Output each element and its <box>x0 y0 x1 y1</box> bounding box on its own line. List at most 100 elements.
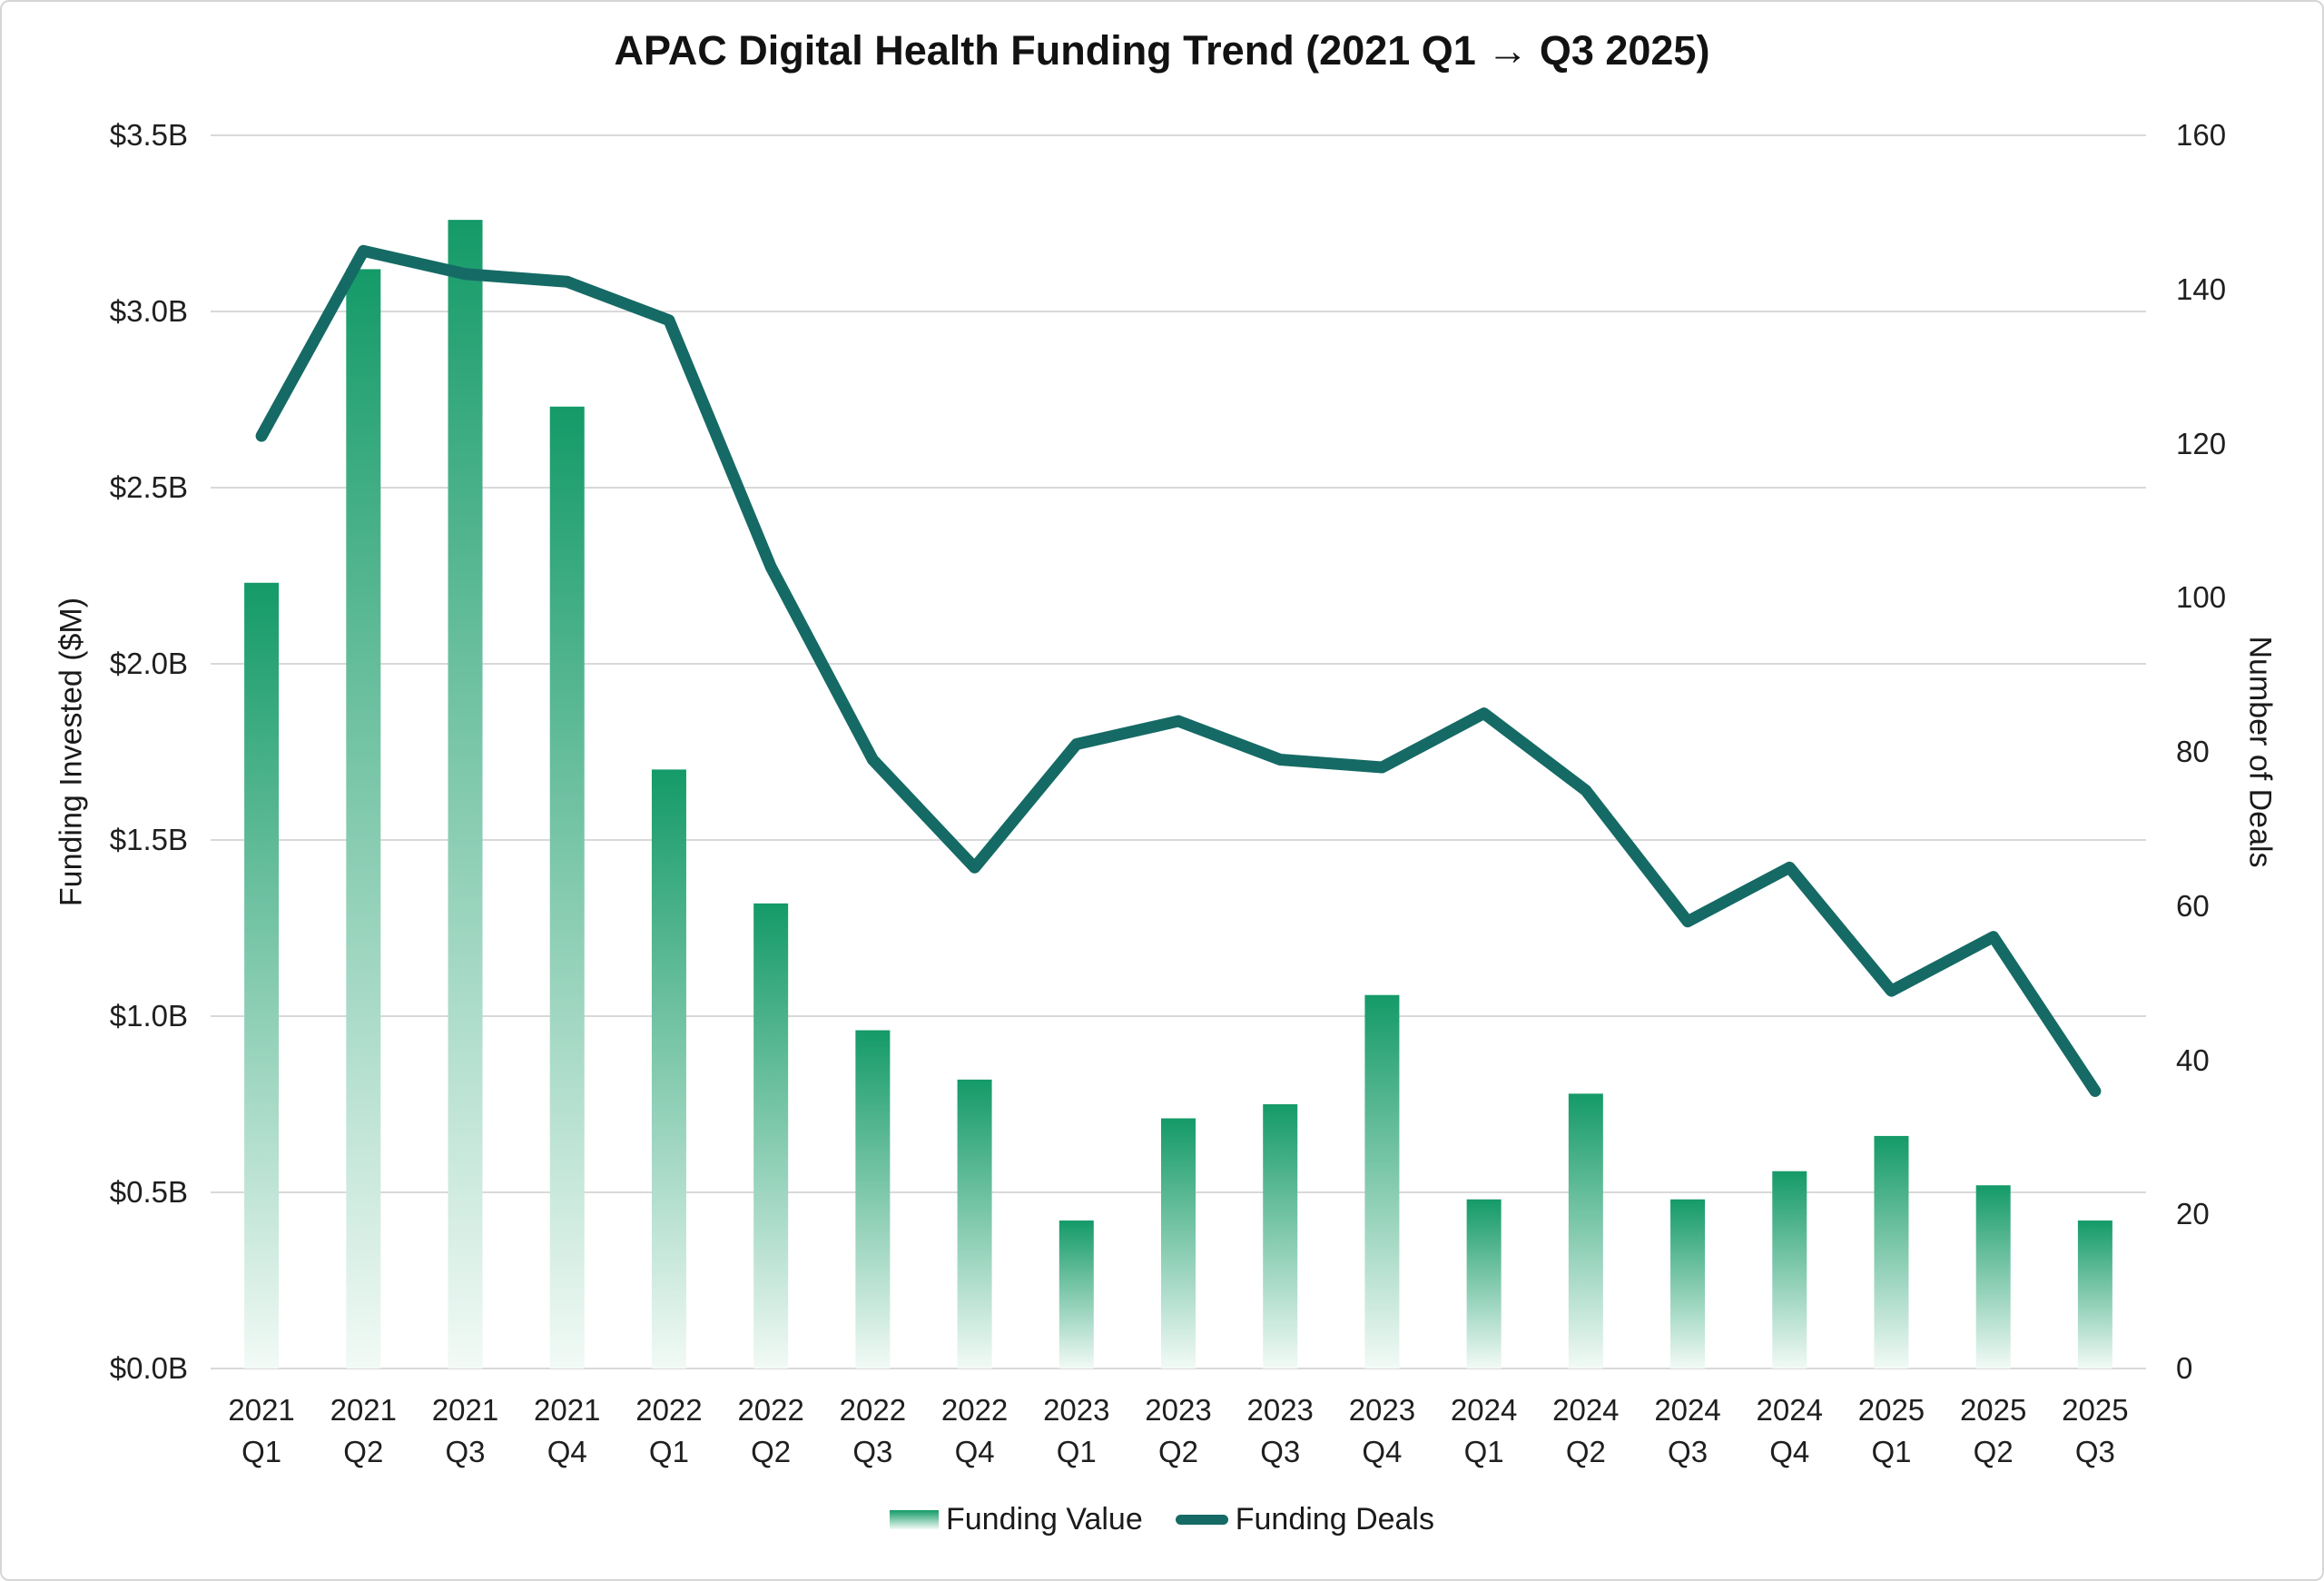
left-axis-tick-label: $0.0B <box>109 1351 188 1385</box>
x-category-year: 2023 <box>1348 1393 1416 1427</box>
x-category-year: 2025 <box>1857 1393 1925 1427</box>
funding-value-bar <box>1772 1171 1807 1369</box>
right-axis-tick-label: 140 <box>2176 272 2227 306</box>
x-category-year: 2025 <box>2062 1393 2129 1427</box>
x-category-year: 2024 <box>1552 1393 1620 1427</box>
x-category-quarter: Q3 <box>1260 1435 1301 1468</box>
funding-value-bar <box>1263 1104 1298 1369</box>
x-category-quarter: Q2 <box>1973 1435 2014 1468</box>
right-axis-title: Number of Deals <box>2242 636 2278 868</box>
x-category-year: 2021 <box>330 1393 398 1427</box>
funding-value-bar <box>855 1030 891 1369</box>
funding-value-bar <box>346 269 381 1369</box>
funding-value-bar <box>651 769 686 1369</box>
legend: Funding Value Funding Deals <box>2 1502 2322 1537</box>
left-axis-tick-label: $0.5B <box>109 1175 188 1209</box>
legend-item-funding-deals: Funding Deals <box>1175 1502 1434 1537</box>
funding-value-bar <box>1568 1093 1603 1369</box>
x-category-year: 2022 <box>737 1393 804 1427</box>
funding-value-bar <box>753 903 789 1369</box>
x-category-label: 2025 Q1 <box>1832 1389 1950 1473</box>
x-category-quarter: Q2 <box>751 1435 792 1468</box>
funding-deals-line <box>255 244 2102 1097</box>
funding-value-bar <box>1161 1118 1196 1369</box>
x-category-label: 2025 Q3 <box>2036 1389 2154 1473</box>
funding-value-bar <box>1059 1220 1094 1369</box>
right-axis-tick-label: 0 <box>2176 1351 2193 1385</box>
x-category-quarter: Q4 <box>1362 1435 1403 1468</box>
funding-value-bar <box>1466 1199 1502 1369</box>
x-category-year: 2025 <box>1959 1393 2027 1427</box>
funding-value-bar <box>1874 1135 1909 1369</box>
legend-label: Funding Value <box>946 1502 1143 1537</box>
x-category-quarter: Q3 <box>852 1435 893 1468</box>
x-category-label: 2024 Q2 <box>1527 1389 1645 1473</box>
x-category-quarter: Q3 <box>445 1435 486 1468</box>
x-category-label: 2021 Q4 <box>508 1389 626 1473</box>
funding-value-bar <box>957 1079 992 1369</box>
funding-value-swatch-icon <box>890 1510 939 1529</box>
x-category-year: 2022 <box>839 1393 907 1427</box>
x-category-label: 2023 Q1 <box>1018 1389 1136 1473</box>
left-axis-tick-label: $3.5B <box>109 118 188 152</box>
right-axis-tick-label: 60 <box>2176 888 2210 923</box>
x-category-quarter: Q1 <box>1056 1435 1097 1468</box>
left-axis-tick-label: $1.0B <box>109 999 188 1033</box>
x-category-year: 2021 <box>431 1393 499 1427</box>
right-axis-tick-label: 100 <box>2176 580 2227 615</box>
funding-value-bar <box>1670 1199 1706 1369</box>
x-category-quarter: Q3 <box>2074 1435 2115 1468</box>
right-axis-tick-label: 80 <box>2176 735 2210 768</box>
x-category-year: 2022 <box>940 1393 1009 1427</box>
x-category-year: 2022 <box>635 1393 703 1427</box>
x-category-label: 2022 Q1 <box>610 1389 728 1473</box>
x-category-label: 2023 Q4 <box>1323 1389 1441 1473</box>
funding-value-bar <box>1364 994 1400 1369</box>
x-category-year: 2024 <box>1756 1393 1823 1427</box>
x-category-year: 2023 <box>1043 1393 1110 1427</box>
x-category-quarter: Q1 <box>648 1435 689 1468</box>
right-axis-tick-label: 120 <box>2176 426 2227 460</box>
x-category-quarter: Q1 <box>1463 1435 1504 1468</box>
funding-value-bar <box>549 406 585 1369</box>
right-axis-tick-label: 20 <box>2176 1197 2210 1231</box>
x-category-label: 2024 Q3 <box>1629 1389 1747 1473</box>
x-category-quarter: Q4 <box>954 1435 995 1468</box>
x-category-label: 2022 Q3 <box>813 1389 931 1473</box>
left-axis-tick-label: $1.5B <box>109 823 188 856</box>
x-category-label: 2024 Q4 <box>1730 1389 1848 1473</box>
left-axis-tick-label: $2.0B <box>109 647 188 680</box>
x-category-label: 2022 Q2 <box>712 1389 830 1473</box>
x-category-quarter: Q4 <box>1769 1435 1810 1468</box>
x-category-quarter: Q2 <box>1565 1435 1606 1468</box>
x-category-year: 2021 <box>228 1393 295 1427</box>
legend-item-funding-value: Funding Value <box>890 1502 1143 1537</box>
funding-value-bar <box>2077 1220 2112 1369</box>
funding-value-bar <box>244 582 280 1369</box>
x-category-quarter: Q2 <box>343 1435 384 1468</box>
funding-deals-swatch-icon <box>1175 1515 1228 1525</box>
funding-value-bar <box>448 220 483 1369</box>
x-category-year: 2023 <box>1145 1393 1212 1427</box>
x-category-quarter: Q1 <box>241 1435 282 1468</box>
x-category-label: 2021 Q1 <box>202 1389 320 1473</box>
x-category-year: 2024 <box>1450 1393 1518 1427</box>
legend-label: Funding Deals <box>1235 1502 1434 1537</box>
left-axis-tick-label: $2.5B <box>109 470 188 504</box>
right-axis-tick-label: 40 <box>2176 1042 2210 1077</box>
funding-value-bar <box>1975 1185 2011 1369</box>
right-axis-tick-label: 160 <box>2176 118 2227 152</box>
x-category-label: 2025 Q2 <box>1935 1389 2053 1473</box>
x-category-label: 2023 Q3 <box>1221 1389 1339 1473</box>
x-category-label: 2021 Q2 <box>304 1389 422 1473</box>
x-category-quarter: Q3 <box>1668 1435 1709 1468</box>
chart-title: APAC Digital Health Funding Trend (2021 … <box>614 27 1710 74</box>
x-category-label: 2022 Q4 <box>916 1389 1034 1473</box>
x-category-year: 2021 <box>534 1393 601 1427</box>
x-category-year: 2024 <box>1654 1393 1721 1427</box>
x-category-quarter: Q4 <box>547 1435 587 1468</box>
x-category-label: 2021 Q3 <box>407 1389 525 1473</box>
x-category-label: 2023 Q2 <box>1119 1389 1237 1473</box>
